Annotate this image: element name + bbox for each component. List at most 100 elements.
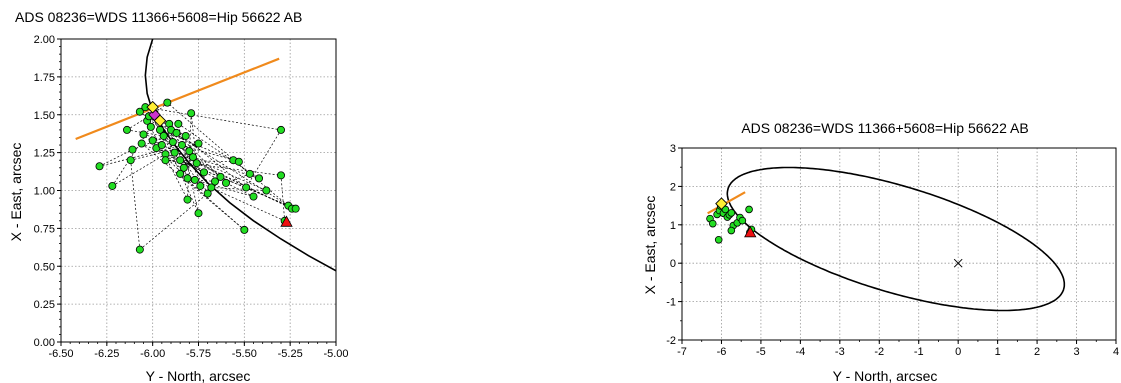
c1-y-tick-label: 1.00: [34, 186, 55, 198]
c1-latest-point: [146, 100, 159, 114]
c2-y-tick-label: 1: [670, 220, 676, 232]
c1-observation-point: [216, 172, 225, 181]
c1-observation-point: [245, 169, 254, 178]
chart-2-grid: [682, 148, 1116, 340]
c1-y-tick-label: 0.75: [34, 223, 55, 235]
chart-1-x-axis-title: Y - North, arcsec: [146, 368, 251, 383]
c1-y-tick-label: 2.00: [34, 34, 55, 46]
c1-residual-line: [161, 144, 267, 191]
chart-1: ADS 08236=WDS 11366+5608=Hip 56622 AB -6…: [8, 9, 349, 383]
c1-observation-point: [194, 139, 203, 148]
c1-observation-point: [234, 157, 243, 166]
c1-observation-point: [163, 98, 172, 107]
c1-observation-point: [199, 168, 208, 177]
c1-residual-line: [211, 187, 267, 191]
c1-observation-point: [190, 175, 199, 184]
c2-x-tick-label: -2: [874, 346, 884, 358]
c2-x-tick-label: 4: [1113, 346, 1119, 358]
c1-observation-point: [159, 131, 168, 140]
c1-observation-point: [276, 171, 285, 180]
c2-orbit-line: [726, 166, 1066, 312]
c2-y-tick-label: -1: [666, 297, 676, 309]
c1-x-tick-label: -5.50: [232, 348, 257, 360]
c1-observation-point: [137, 139, 146, 148]
c2-x-tick-label: 0: [955, 346, 961, 358]
c1-residual-line: [280, 175, 286, 221]
c1-residual-line: [157, 119, 201, 187]
c1-y-tick-label: 0.25: [34, 299, 55, 311]
c1-observation-point: [148, 136, 157, 145]
c1-residual-line: [178, 123, 260, 179]
c1-observation-point: [170, 148, 179, 157]
c2-y-tick-label: 2: [670, 181, 676, 193]
chart-2-x-axis-title: Y - North, arcsec: [833, 368, 938, 383]
c2-x-tick-label: -7: [677, 346, 687, 358]
c1-observation-point: [139, 130, 148, 139]
c1-x-tick-label: -5.75: [186, 348, 211, 360]
c1-observation-point: [187, 109, 196, 118]
c2-observation-point: [721, 205, 730, 214]
c1-y-tick-label: 0.00: [34, 337, 55, 349]
c1-residual-line: [139, 193, 208, 250]
c1-observation-point: [161, 156, 170, 165]
c2-x-tick-label: -1: [914, 346, 924, 358]
c1-observation-point: [291, 204, 300, 213]
c1-observation-point: [179, 163, 188, 172]
c2-observation-point: [738, 216, 747, 225]
c1-y-tick-label: 1.25: [34, 148, 55, 160]
c2-observation-point: [745, 205, 753, 214]
c1-y-tick-label: 1.75: [34, 72, 55, 84]
c1-y-tick-label: 0.50: [34, 261, 55, 273]
c2-y-tick-label: -2: [666, 335, 676, 347]
c1-observation-point: [254, 174, 263, 183]
c1-observation-point: [194, 209, 203, 218]
c1-residual-line: [154, 113, 175, 153]
c1-latest-point: [153, 114, 167, 128]
c2-latest-point: [715, 197, 728, 210]
c2-center-cross: [953, 258, 963, 268]
c2-x-tick-label: -5: [756, 346, 766, 358]
c1-observation-point: [240, 225, 249, 234]
c1-residual-line: [187, 113, 192, 200]
c1-observation-point: [126, 156, 135, 165]
c1-observation-point: [176, 156, 185, 165]
c1-observation-point: [196, 181, 205, 190]
c1-x-tick-label: -5.25: [278, 348, 303, 360]
c1-observation-point: [181, 131, 190, 140]
c1-residual-line: [177, 123, 199, 214]
chart-1-title: ADS 08236=WDS 11366+5608=Hip 56622 AB: [15, 9, 302, 25]
c1-residual-line: [192, 156, 260, 179]
c1-observation-point: [221, 178, 230, 187]
chart-2-axes: -7 -6 -5 -4 -3 -2 -1 0 1 2 3 4 -2 -1 0 1 2 3: [666, 143, 1119, 358]
c1-observation-point: [177, 141, 186, 150]
c1-residual-line: [183, 151, 190, 168]
chart-1-grid: [61, 39, 336, 342]
c1-residual-line: [165, 159, 282, 176]
c2-y-tick-label: 0: [670, 258, 676, 270]
c1-y-tick-label: 1.50: [34, 110, 55, 122]
c1-residual-line: [225, 173, 250, 184]
c1-x-tick-label: -6.50: [48, 348, 73, 360]
c2-observation-point: [714, 235, 723, 244]
c1-orbit-line: [144, 39, 336, 272]
c1-observation-point: [135, 107, 144, 116]
c1-plot-frame: [60, 38, 337, 343]
c1-observation-point: [183, 174, 192, 183]
c1-observation-point: [108, 181, 117, 190]
c1-observation-point: [183, 195, 192, 204]
c1-observation-point: [95, 162, 104, 171]
c1-residual-line: [168, 123, 208, 194]
c1-observation-point: [276, 125, 285, 134]
c2-x-tick-label: -4: [795, 346, 805, 358]
c1-observation-point: [174, 119, 183, 128]
c2-first-point: [744, 226, 757, 238]
c1-observation-point: [172, 128, 181, 137]
c1-observation-point: [207, 183, 216, 192]
c1-observation-point: [157, 141, 166, 150]
c1-observation-point: [188, 153, 197, 162]
c1-observation-point: [168, 138, 177, 147]
c2-x-tick-label: -3: [835, 346, 845, 358]
c1-x-tick-label: -5.00: [323, 348, 348, 360]
c1-observation-point: [203, 189, 212, 198]
